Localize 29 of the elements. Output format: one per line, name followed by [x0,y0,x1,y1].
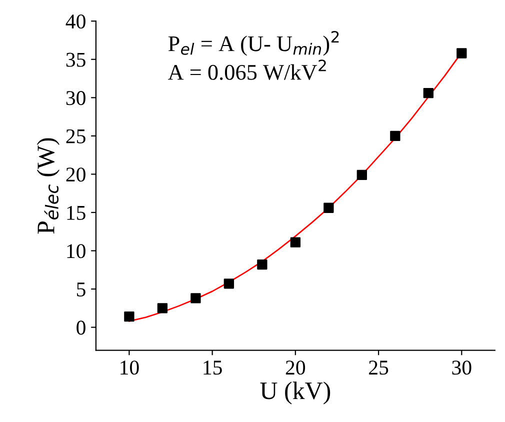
annotation: A = 0.065 W/kV$^{2}$ [168,60,326,80]
x-tick-label: 20 [286,360,306,375]
x-tick-label: 25 [369,360,388,375]
x-axis-title: U (kV) [260,382,330,404]
y-tick-label: 20 [66,168,86,182]
point [456,48,467,58]
y-tick-label: 40 [66,14,86,29]
annotation: P$_{el}$ = A (U- U$_{min}$)$^{2}$ [168,30,339,56]
point [190,293,201,304]
point [390,130,400,142]
y-tick-label: 0 [76,320,86,335]
x-tick-label: 10 [120,360,139,375]
point [290,237,301,248]
y-tick-label: 25 [66,129,86,144]
point [257,259,268,270]
y-tick-label: 5 [77,282,86,296]
point [356,170,368,180]
point [423,88,434,98]
point [224,278,234,289]
y-axis-title: P$_{élec}$ (W) [36,138,60,234]
point [124,311,134,322]
point [157,303,168,314]
x-tick-label: 30 [452,360,472,375]
point [324,202,334,213]
y-tick-label: 15 [67,206,86,220]
y-tick-label: 10 [67,244,86,258]
y-tick-label: 30 [66,91,86,106]
y-tick-label: 35 [66,52,86,67]
x-tick-label: 15 [204,360,222,375]
